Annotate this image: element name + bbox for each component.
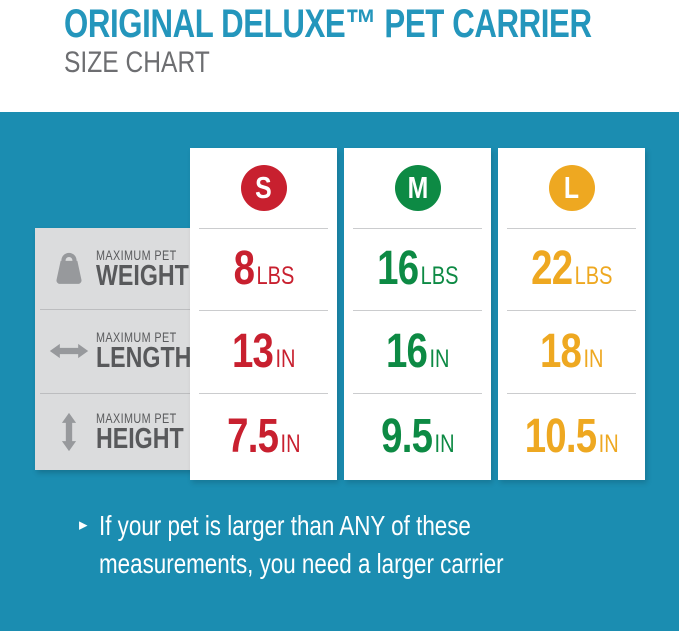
- value-number: 22: [530, 242, 573, 295]
- footnote-line-1: If your pet is larger than ANY of these: [98, 510, 471, 541]
- footnote: ▸ If your pet is larger than ANY of thes…: [79, 507, 604, 583]
- size-badge-small: S: [240, 165, 287, 211]
- triangle-bullet-icon: ▸: [79, 515, 88, 534]
- size-column-small: S 8 LBS 13 IN 7.5 IN: [190, 148, 337, 480]
- value-medium-weight: 16 LBS: [344, 228, 491, 310]
- size-badge-large: L: [548, 165, 595, 211]
- value-number: 8: [233, 242, 254, 295]
- row-label-text: MAXIMUM PET HEIGHT: [96, 410, 184, 455]
- value-small-height: 7.5 IN: [190, 393, 337, 480]
- vertical-arrows-icon: [47, 412, 91, 452]
- row-label-text: MAXIMUM PET WEIGHT: [96, 247, 189, 292]
- value-unit: IN: [598, 429, 619, 458]
- row-label-length: MAXIMUM PET LENGTH: [35, 309, 215, 393]
- page-title: ORIGINAL DELUXE™ PET CARRIER: [64, 2, 592, 46]
- footnote-text: If your pet is larger than ANY of these …: [99, 507, 504, 583]
- size-column-large: L 22 LBS 18 IN 10.5 IN: [498, 148, 645, 480]
- row-label-small: MAXIMUM PET: [96, 247, 177, 263]
- page-subtitle: SIZE CHART: [64, 46, 210, 79]
- weight-icon: [47, 250, 91, 288]
- value-unit: IN: [280, 429, 301, 458]
- size-chart-panel: MAXIMUM PET WEIGHT MAXIMUM PET LENGTH: [0, 112, 679, 631]
- row-label-height: MAXIMUM PET HEIGHT: [35, 393, 215, 470]
- row-label-big: WEIGHT: [96, 259, 189, 292]
- value-medium-length: 16 IN: [344, 310, 491, 393]
- value-unit: IN: [434, 429, 455, 458]
- horizontal-arrows-icon: [47, 340, 91, 362]
- value-number: 16: [385, 324, 428, 378]
- size-column-header: S: [190, 148, 337, 228]
- value-small-length: 13 IN: [190, 310, 337, 393]
- value-number: 7.5: [226, 409, 279, 463]
- size-badge-letter: S: [255, 170, 272, 205]
- value-unit: LBS: [420, 262, 459, 290]
- size-column-header: M: [344, 148, 491, 228]
- value-unit: IN: [275, 344, 296, 373]
- row-labels-panel: MAXIMUM PET WEIGHT MAXIMUM PET LENGTH: [35, 228, 211, 470]
- value-number: 9.5: [380, 409, 433, 463]
- value-large-length: 18 IN: [498, 310, 645, 393]
- value-unit: LBS: [256, 262, 294, 290]
- row-label-big: LENGTH: [96, 342, 192, 374]
- value-number: 18: [539, 324, 582, 378]
- row-label-small: MAXIMUM PET: [96, 410, 177, 426]
- size-column-medium: M 16 LBS 16 IN 9.5 IN: [344, 148, 491, 480]
- footnote-line-2: measurements, you need a larger carrier: [98, 548, 504, 579]
- value-large-height: 10.5 IN: [498, 393, 645, 480]
- value-unit: IN: [429, 344, 450, 373]
- value-number: 16: [376, 242, 419, 295]
- value-unit: LBS: [574, 262, 613, 290]
- value-medium-height: 9.5 IN: [344, 393, 491, 480]
- row-label-big: HEIGHT: [96, 422, 184, 455]
- size-badge-letter: L: [563, 170, 580, 205]
- size-column-header: L: [498, 148, 645, 228]
- value-number: 10.5: [524, 409, 597, 463]
- row-label-weight: MAXIMUM PET WEIGHT: [35, 228, 215, 309]
- row-label-small: MAXIMUM PET: [96, 330, 177, 345]
- value-large-weight: 22 LBS: [498, 228, 645, 310]
- value-unit: IN: [583, 344, 604, 373]
- size-badge-letter: M: [407, 170, 428, 205]
- value-number: 13: [231, 324, 274, 378]
- row-label-text: MAXIMUM PET LENGTH: [96, 330, 192, 374]
- size-badge-medium: M: [394, 165, 441, 211]
- value-small-weight: 8 LBS: [190, 228, 337, 310]
